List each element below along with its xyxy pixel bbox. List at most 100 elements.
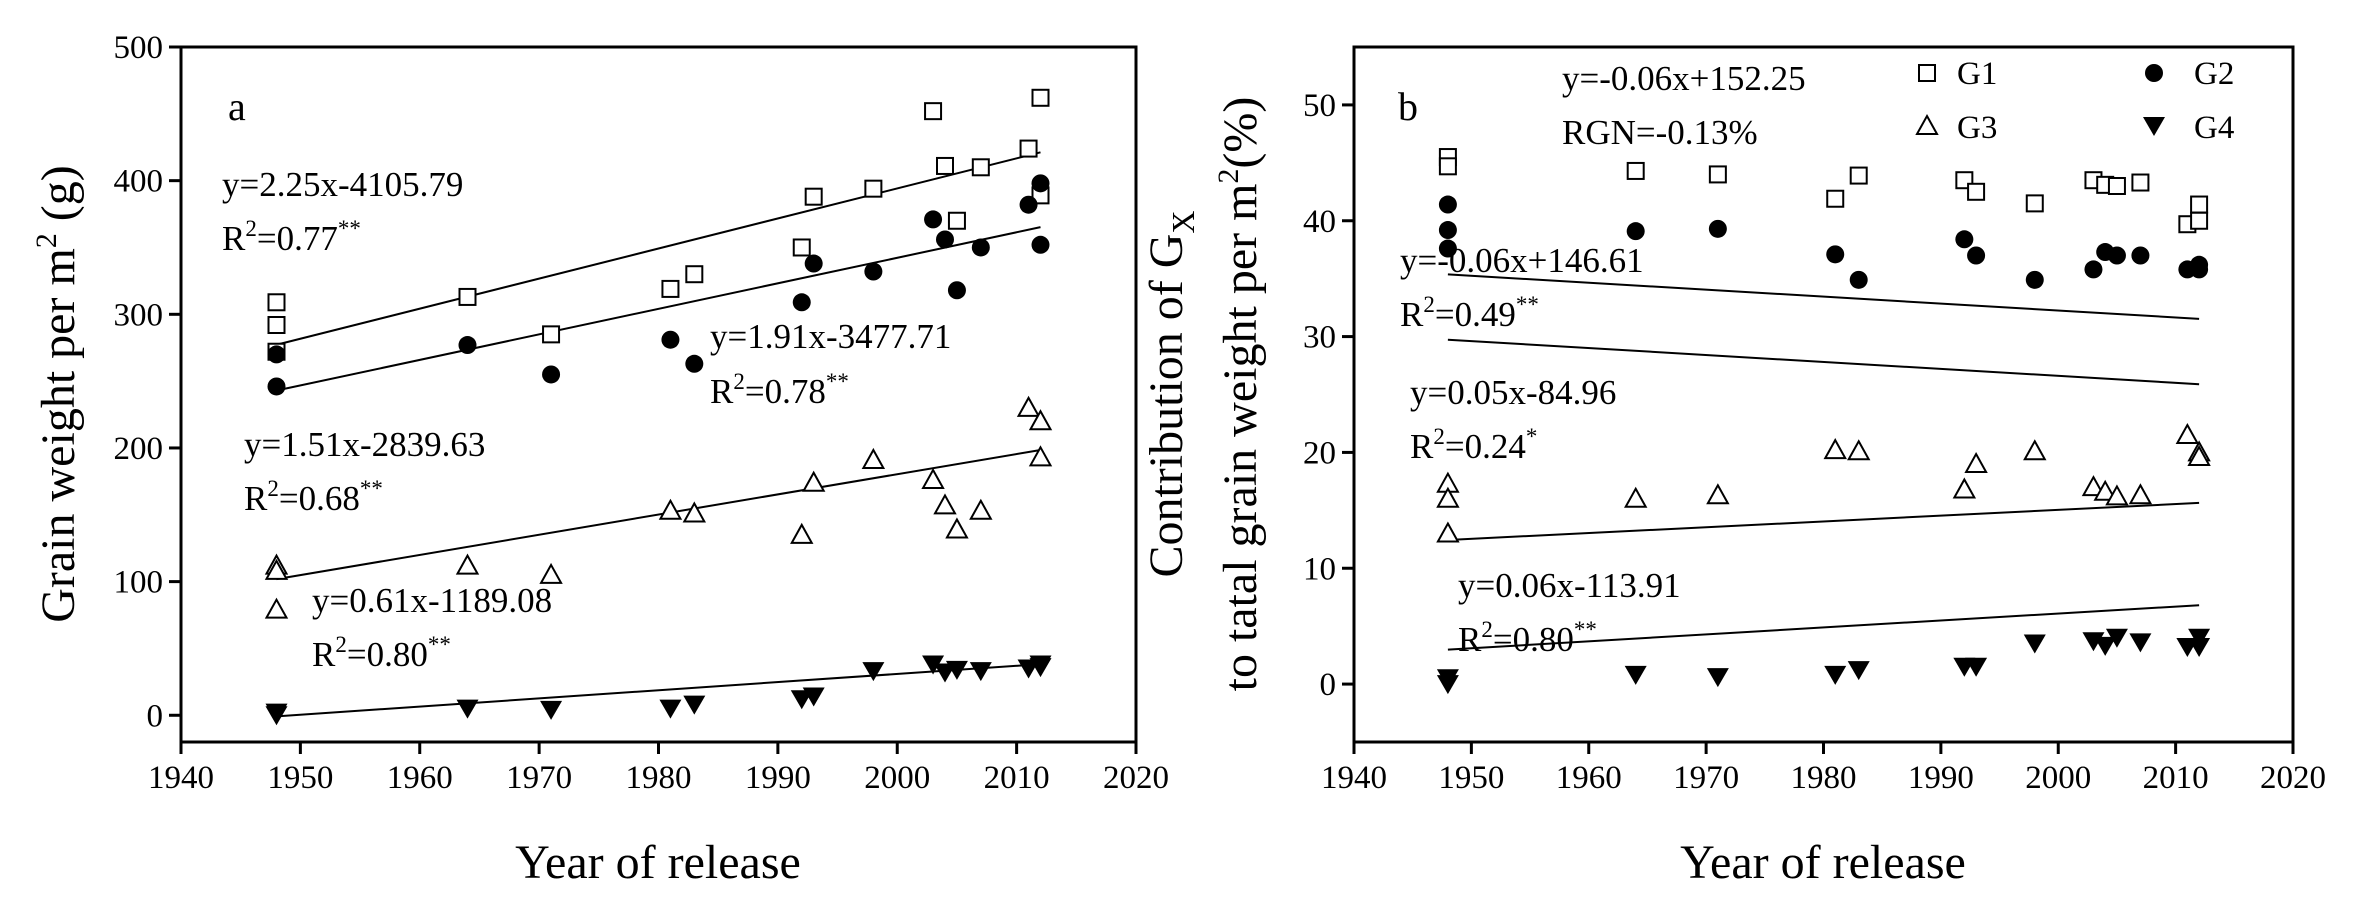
g1-point bbox=[685, 265, 704, 284]
legend-markers bbox=[1915, 64, 2165, 136]
g1-rgn: RGN=-0.13% bbox=[1562, 113, 1758, 152]
g3-point bbox=[2081, 475, 2106, 497]
g1-fit-line bbox=[1447, 273, 2200, 320]
r2-value: =0.77 bbox=[257, 219, 338, 258]
x-tick-label: 1970 bbox=[506, 760, 572, 796]
g4-point bbox=[2105, 628, 2128, 648]
g2-point bbox=[1708, 219, 1727, 238]
y-axis-title-line2: to tatal grain weight per m2(%) bbox=[1212, 97, 1267, 692]
g2-point bbox=[864, 262, 883, 281]
g3-point bbox=[1436, 521, 1460, 543]
y-axis-title: Grain weight per m2 (g) bbox=[30, 165, 85, 623]
g4-point bbox=[1624, 665, 1647, 685]
g2-r2: R2=0.78** bbox=[710, 369, 849, 411]
g4-point bbox=[969, 662, 992, 682]
g4-equation: y=0.61x-1189.08 bbox=[312, 581, 552, 620]
g3-point bbox=[790, 522, 814, 544]
g2-equation: y=-0.06x+146.61 bbox=[1400, 241, 1644, 280]
g4-point bbox=[265, 706, 288, 726]
x-axis-title: Year of release bbox=[1680, 836, 1966, 889]
r2-r: R bbox=[1458, 620, 1482, 659]
y-title-exp: 2 bbox=[30, 233, 63, 248]
r2-exp: 2 bbox=[245, 216, 257, 241]
g1-equation: y=-0.06x+152.25 bbox=[1562, 59, 1806, 98]
g1-point bbox=[936, 156, 954, 175]
g1-point bbox=[1019, 139, 1038, 158]
panel-label: b bbox=[1398, 84, 1418, 129]
x-tick-label: 1970 bbox=[1673, 760, 1739, 796]
g1-point bbox=[1849, 166, 1868, 185]
g3-fit-line bbox=[1447, 501, 2200, 541]
y-title-unit: (g) bbox=[32, 165, 85, 233]
g4-fit-line bbox=[1447, 604, 2200, 651]
g3-point bbox=[264, 597, 289, 619]
r2-significance: ** bbox=[428, 632, 451, 657]
legend-marker-g3 bbox=[1915, 113, 1939, 135]
g1-r2: R2=0.77** bbox=[222, 216, 361, 258]
y-tick-label: 50 bbox=[1303, 88, 1336, 124]
g1-point bbox=[2190, 211, 2209, 230]
y-axis-title-line1: Contribution of GX bbox=[1140, 210, 1201, 577]
g2-point bbox=[1019, 195, 1038, 214]
g1-point bbox=[542, 325, 561, 344]
g1-point bbox=[804, 187, 823, 206]
legend-label-g2: G2 bbox=[2194, 56, 2234, 92]
legend-label-g3: G3 bbox=[1957, 110, 1997, 146]
x-tick-label: 1980 bbox=[1791, 760, 1857, 796]
g4-point bbox=[683, 695, 706, 715]
x-tick-label: 2020 bbox=[2260, 760, 2326, 796]
y-tick-label: 300 bbox=[114, 297, 164, 333]
g4-point bbox=[2023, 634, 2046, 654]
g4-r2: R2=0.80** bbox=[312, 632, 451, 674]
g1-point bbox=[1438, 157, 1457, 176]
r2-value: =0.80 bbox=[347, 635, 428, 674]
r2-value: =0.68 bbox=[279, 479, 360, 518]
g4-point bbox=[1824, 665, 1847, 685]
g3-point bbox=[539, 562, 563, 584]
x-tick-label: 1980 bbox=[626, 760, 692, 796]
fit-lines bbox=[276, 151, 1041, 718]
g1-fit-line bbox=[276, 151, 1041, 346]
g3-point bbox=[682, 501, 707, 523]
y-tick-label: 30 bbox=[1303, 320, 1336, 356]
r2-significance: ** bbox=[826, 369, 849, 394]
g2-point bbox=[1438, 195, 1457, 214]
y-title-main: to tatal grain weight per m bbox=[1214, 184, 1267, 692]
g4-point bbox=[540, 700, 563, 720]
g2-point bbox=[1626, 222, 1645, 241]
r2-exp: 2 bbox=[1433, 424, 1445, 449]
fit-lines bbox=[1447, 273, 2200, 651]
y-tick-label: 0 bbox=[147, 698, 164, 734]
g1-point bbox=[2190, 195, 2209, 214]
g3-point bbox=[2175, 422, 2200, 445]
g1-point bbox=[924, 102, 943, 121]
g4-point bbox=[1965, 657, 1988, 677]
g2-point bbox=[804, 254, 823, 273]
panel-a: 1940 1950 1960 1970 1980 1990 2000 2010 20200100… bbox=[30, 30, 1169, 889]
g4-point bbox=[2188, 638, 2211, 658]
g1-point bbox=[864, 179, 883, 198]
g2-point bbox=[2131, 246, 2150, 265]
g3-point bbox=[1847, 439, 1871, 461]
g4-point bbox=[1706, 668, 1729, 688]
g4-point bbox=[1847, 661, 1870, 681]
g3-point bbox=[658, 498, 683, 520]
g3-point bbox=[1016, 395, 1041, 417]
g3-point bbox=[2023, 439, 2047, 461]
g3-point bbox=[2105, 484, 2129, 506]
g2-point bbox=[542, 365, 561, 384]
r2-exp: 2 bbox=[1423, 292, 1435, 317]
g4-point bbox=[1436, 675, 1459, 695]
x-tick-label: 2020 bbox=[1103, 760, 1169, 796]
r2-value: =0.24 bbox=[1445, 427, 1526, 466]
y-title-subscript: X bbox=[1165, 210, 1201, 233]
g2-point bbox=[1438, 239, 1457, 258]
g1-point bbox=[2131, 173, 2150, 192]
x-tick-label: 2010 bbox=[984, 760, 1050, 796]
r2-r: R bbox=[222, 219, 246, 258]
x-tick-label: 1940 bbox=[1321, 760, 1387, 796]
g3-point bbox=[2187, 444, 2211, 467]
g3-point bbox=[455, 553, 480, 575]
g3-fit-line bbox=[276, 448, 1041, 581]
legend-marker-g1 bbox=[1918, 64, 1936, 82]
